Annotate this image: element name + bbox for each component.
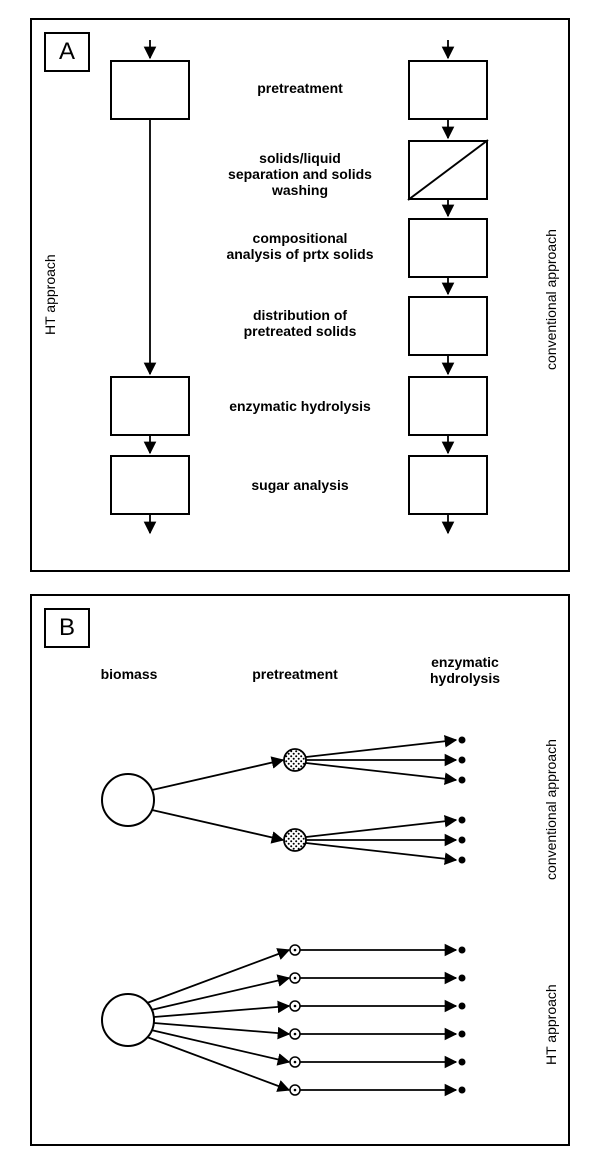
right-box-sugar <box>408 455 488 515</box>
col-head-biomass: biomass <box>84 666 174 682</box>
panel-b-label-box: B <box>44 608 90 648</box>
panel-a-right-side-label: conventional approach <box>543 170 559 430</box>
panel-b-ht-label: HT approach <box>543 955 559 1095</box>
step-distribution: distribution of pretreated solids <box>190 307 410 339</box>
right-box-pretreatment <box>408 60 488 120</box>
left-box-enzymatic <box>110 376 190 436</box>
step-separation: solids/liquid separation and solids wash… <box>190 150 410 198</box>
col-head-pretreatment: pretreatment <box>240 666 350 682</box>
col-head-enzymatic: enzymatic hydrolysis <box>410 654 520 686</box>
left-box-pretreatment <box>110 60 190 120</box>
step-enzymatic: enzymatic hydrolysis <box>190 398 410 414</box>
right-box-composition <box>408 218 488 278</box>
panel-b-conv-label: conventional approach <box>543 700 559 920</box>
left-box-sugar <box>110 455 190 515</box>
right-box-separation <box>408 140 488 200</box>
panel-a-left-side-label: HT approach <box>42 200 58 390</box>
right-box-distribution <box>408 296 488 356</box>
right-box-enzymatic <box>408 376 488 436</box>
panel-a-label-box: A <box>44 32 90 72</box>
step-sugar: sugar analysis <box>190 477 410 493</box>
step-pretreatment: pretreatment <box>190 80 410 96</box>
step-composition: compositional analysis of prtx solids <box>190 230 410 262</box>
panel-a-letter: A <box>59 38 75 66</box>
panel-b-letter: B <box>59 614 75 642</box>
